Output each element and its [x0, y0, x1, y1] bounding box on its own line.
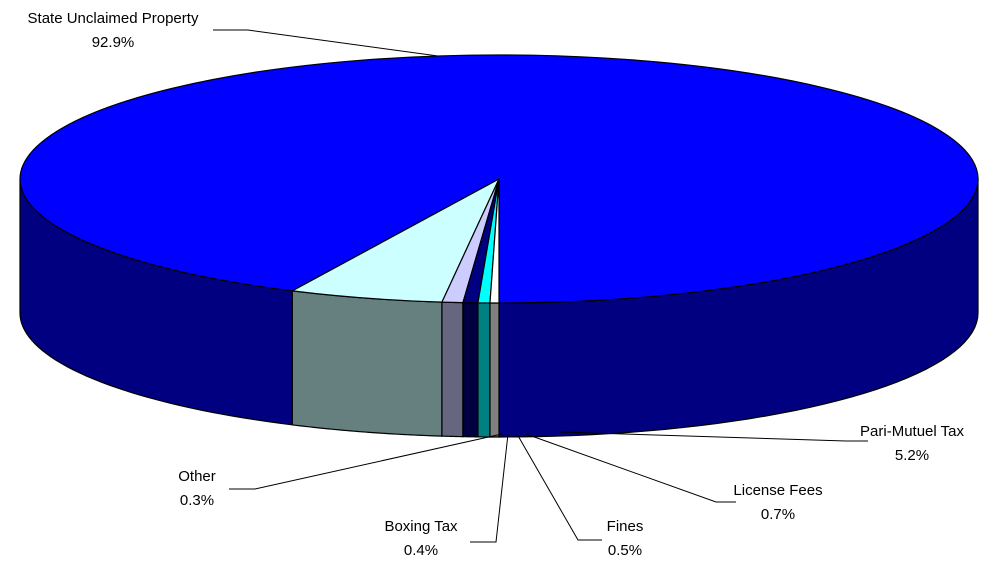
slice-pari-mutuel-tax: [290, 177, 501, 303]
leader-line-boxing-tax: [470, 433, 509, 543]
slice-percent-fines: 0.5%: [608, 542, 642, 559]
slice-percent-boxing-tax: 0.4%: [404, 542, 438, 559]
leader-line-other: [229, 433, 503, 490]
slice-label-fines: Fines: [607, 518, 644, 535]
leader-line-state-unclaimed-property: [213, 29, 439, 57]
slice-side-pari-mutuel-tax: [291, 290, 443, 437]
slice-label-pari-mutuel-tax: Pari-Mutuel Tax: [860, 423, 964, 440]
slice-label-license-fees: License Fees: [733, 482, 822, 499]
slice-side-other: [489, 302, 500, 438]
pie-sides: [19, 178, 979, 438]
slice-side-boxing-tax: [477, 302, 491, 438]
slice-percent-license-fees: 0.7%: [761, 506, 795, 523]
slice-percent-state-unclaimed-property: 92.9%: [92, 34, 135, 51]
label-leaders: [213, 29, 868, 543]
leader-line-fines: [516, 433, 602, 541]
leader-line-pari-mutuel-tax: [559, 431, 868, 442]
leader-line-license-fees: [525, 433, 736, 503]
slice-percent-pari-mutuel-tax: 5.2%: [895, 447, 929, 464]
slice-label-state-unclaimed-property: State Unclaimed Property: [28, 10, 199, 27]
slice-other: [489, 178, 500, 304]
slice-side-license-fees: [441, 301, 464, 438]
slice-label-other: Other: [178, 468, 216, 485]
pie-tops: [19, 54, 979, 304]
slice-side-fines: [462, 302, 479, 438]
slice-percent-other: 0.3%: [180, 492, 214, 509]
slice-label-boxing-tax: Boxing Tax: [384, 518, 458, 535]
